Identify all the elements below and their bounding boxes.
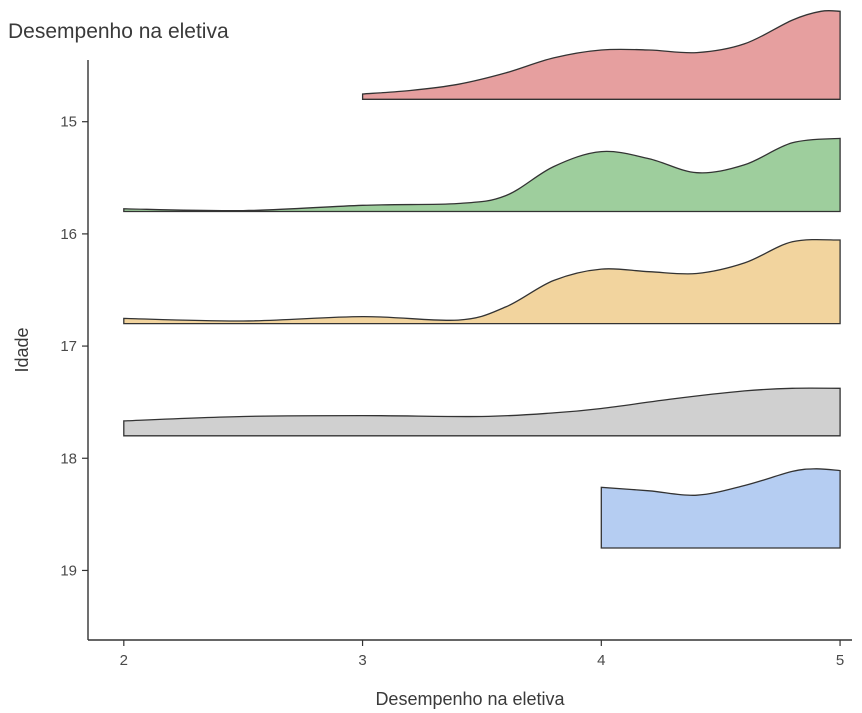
y-axis-title: Idade xyxy=(12,327,32,372)
x-tick-label: 5 xyxy=(836,652,844,669)
y-tick-label: 18 xyxy=(60,450,77,467)
y-tick-label: 17 xyxy=(60,338,77,355)
y-tick-label: 19 xyxy=(60,562,77,579)
ridges-group xyxy=(123,9,841,549)
x-axis-ticks: 2 3 4 5 xyxy=(120,640,844,669)
ridge-18 xyxy=(123,387,841,437)
x-tick-label: 2 xyxy=(120,652,128,669)
ridge-19 xyxy=(600,468,841,549)
x-tick-label: 3 xyxy=(358,652,366,669)
ridge-17 xyxy=(123,238,841,325)
x-tick-label: 4 xyxy=(597,652,605,669)
chart-title: Desempenho na eletiva xyxy=(8,20,229,43)
y-tick-label: 16 xyxy=(60,226,77,243)
y-tick-label: 15 xyxy=(60,114,77,131)
y-axis-ticks: 15 16 17 18 19 xyxy=(60,114,88,579)
ridge-16 xyxy=(123,137,841,213)
x-axis-title: Desempenho na eletiva xyxy=(375,689,565,709)
ridge-15 xyxy=(361,9,841,100)
